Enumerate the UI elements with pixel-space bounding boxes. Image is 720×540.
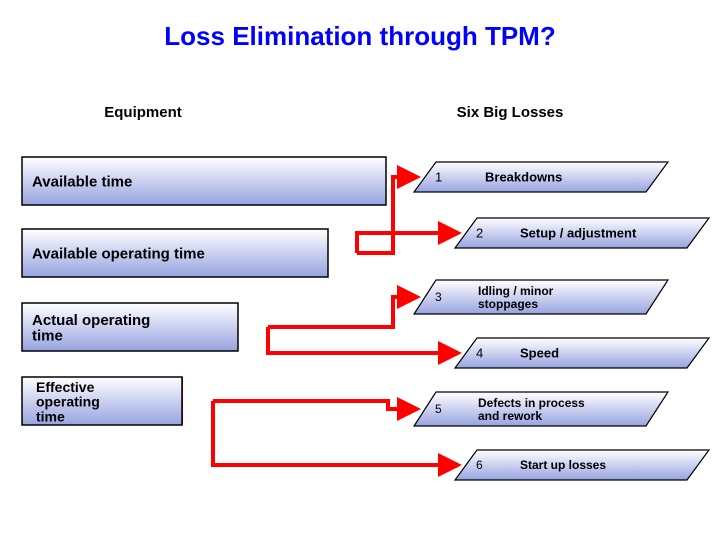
loss-number-1: 1 xyxy=(435,170,442,185)
loss-label-6: Start up losses xyxy=(520,458,606,472)
loss-label-2: Setup / adjustment xyxy=(520,226,637,241)
arrow-4 xyxy=(268,327,454,353)
heading-six-big-losses: Six Big Losses xyxy=(457,104,564,121)
arrow-3 xyxy=(268,297,413,327)
loss-number-6: 6 xyxy=(476,458,483,472)
loss-box-4 xyxy=(455,338,709,368)
loss-label-4: Speed xyxy=(520,346,559,361)
loss-label-1: Breakdowns xyxy=(485,170,562,185)
loss-number-5: 5 xyxy=(435,402,442,416)
arrow-2 xyxy=(357,233,454,253)
tpm-loss-diagram: Loss Elimination through TPM? Equipment Si… xyxy=(0,0,720,540)
loss-number-2: 2 xyxy=(476,226,483,241)
arrow-6 xyxy=(213,401,454,465)
equip-label-avail: Available time xyxy=(32,173,132,190)
heading-equipment: Equipment xyxy=(104,104,182,121)
equip-label-availop: Available operating time xyxy=(32,245,205,262)
loss-number-4: 4 xyxy=(476,346,483,361)
loss-number-3: 3 xyxy=(435,290,442,304)
page-title: Loss Elimination through TPM? xyxy=(164,21,555,51)
arrow-5 xyxy=(213,401,413,409)
